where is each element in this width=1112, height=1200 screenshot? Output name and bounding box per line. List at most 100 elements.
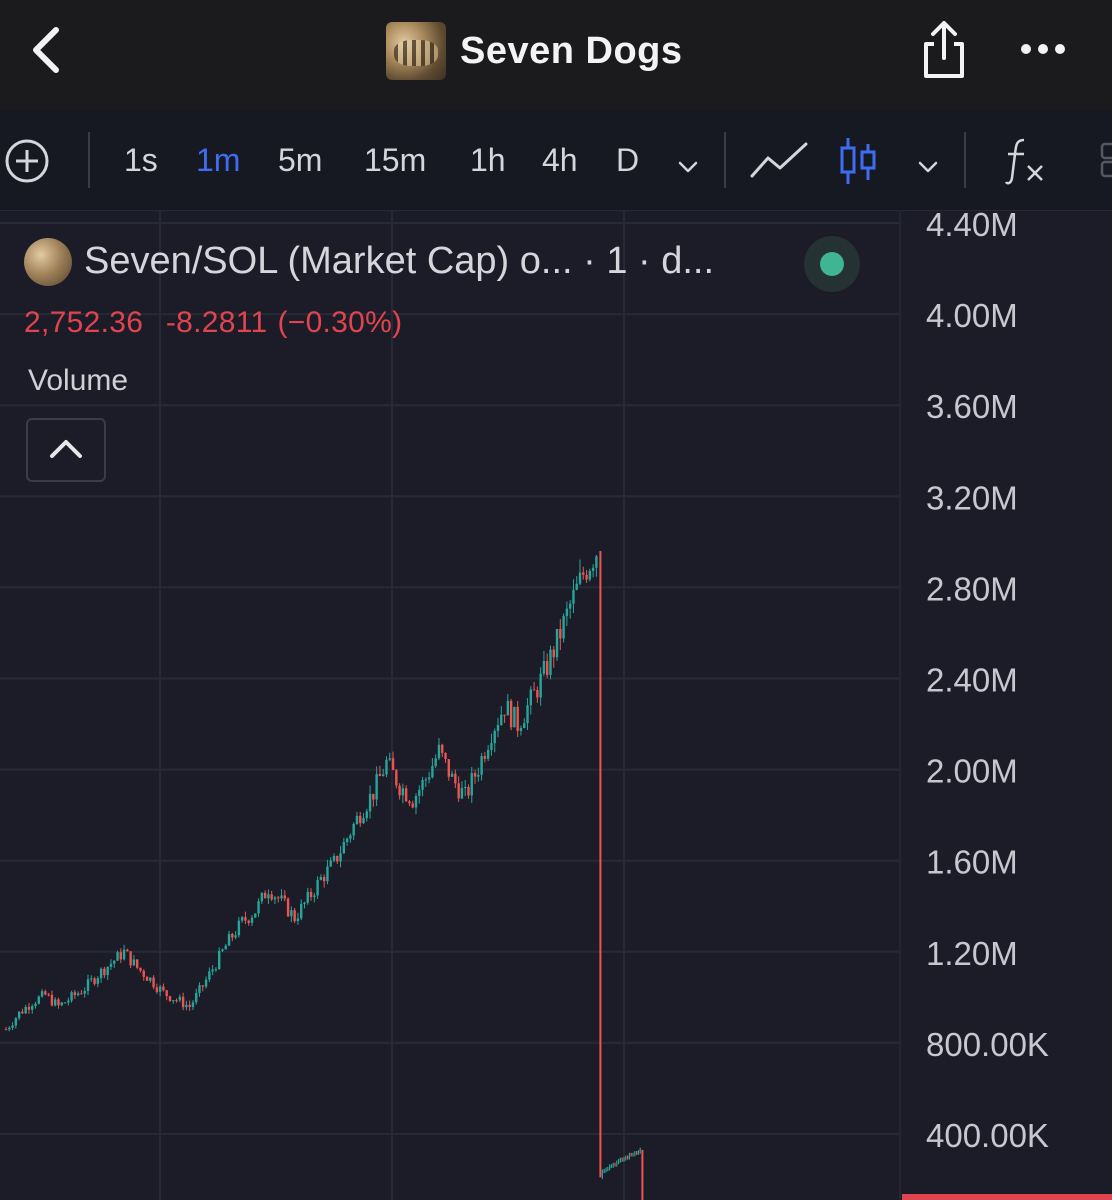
candle-body (240, 917, 244, 921)
candle-body (50, 994, 54, 1006)
candle-body (270, 894, 273, 900)
candle-body (365, 811, 368, 819)
candle-body (234, 935, 237, 938)
line-chart-button[interactable] (750, 140, 810, 180)
candle-body (464, 786, 467, 789)
candle-body (322, 877, 326, 882)
status-dot (820, 252, 844, 276)
candle-body (191, 1002, 195, 1007)
interval-1h[interactable]: 1h (470, 142, 506, 178)
candle-body (73, 992, 77, 996)
interval-dropdown[interactable] (676, 148, 700, 173)
interval-5m[interactable]: 5m (278, 142, 323, 178)
candle-body (296, 918, 300, 922)
candle-body (385, 759, 388, 775)
candle-body (227, 933, 231, 946)
interval-d[interactable]: D (616, 142, 640, 178)
candle-body (188, 1004, 191, 1007)
candle-body (250, 917, 254, 923)
candle-body (155, 987, 159, 992)
interval-15m[interactable]: 15m (364, 142, 427, 178)
y-tick-label: 1.20M (926, 935, 1018, 972)
candle-body (306, 891, 309, 903)
candle-body (109, 963, 113, 967)
candle-body (447, 759, 450, 777)
candle-body (460, 788, 464, 799)
back-button[interactable] (26, 24, 72, 76)
candle-body (536, 690, 539, 698)
candle-body (404, 788, 408, 802)
candle-body (280, 895, 283, 899)
candle-body (401, 788, 405, 796)
candle-body (414, 795, 418, 808)
candle-body (145, 976, 149, 981)
add-button[interactable] (4, 138, 50, 183)
candle-body (93, 978, 96, 984)
candle-body (273, 897, 277, 900)
collapse-legend-button[interactable] (26, 418, 106, 482)
candle-body (454, 773, 457, 784)
chart-canvas[interactable]: 4.40M 4.00M 3.60M 3.20M 2.80M 2.40M 2.00M 1.60M… (0, 210, 1112, 1200)
line-chart-icon (750, 142, 808, 178)
candle-body (408, 801, 411, 804)
candle-body (319, 877, 323, 880)
candle-body (172, 1000, 175, 1002)
toolbar-overflow-item[interactable] (1098, 140, 1112, 180)
candle-body (14, 1018, 18, 1026)
price-row: 2,752.36 -8.2811 (−0.30%) (24, 306, 416, 340)
chevron-left-icon (33, 27, 59, 73)
toolbar-divider (724, 132, 726, 188)
candle-body (424, 779, 428, 781)
price-chart[interactable]: 4.40M 4.00M 3.60M 3.20M 2.80M 2.40M 2.00M 1.60M… (0, 210, 1112, 1200)
candle-body (231, 933, 234, 938)
candle-body (4, 1029, 8, 1031)
symbol-title[interactable]: Seven/SOL (Market Cap) o... · 1 · d... (84, 240, 715, 282)
candle-body (434, 758, 437, 766)
candle-body (578, 572, 582, 584)
indicators-button[interactable] (1004, 136, 1048, 186)
candle-body (198, 985, 201, 993)
candle-body (34, 1003, 37, 1007)
candle-body (503, 714, 506, 716)
candle-body (355, 815, 359, 825)
candle-body (316, 879, 319, 896)
interval-4h[interactable]: 4h (542, 142, 578, 178)
candle-body (139, 967, 142, 971)
candlestick-chart-button[interactable] (838, 136, 878, 186)
interval-1s[interactable]: 1s (124, 142, 158, 178)
candle-body (57, 999, 60, 1006)
chart-type-dropdown[interactable] (916, 148, 940, 173)
candle-body (76, 993, 80, 996)
top-nav-bar: Seven Dogs (0, 0, 1112, 110)
more-options-button[interactable] (1018, 34, 1068, 64)
candle-body (470, 773, 473, 796)
candle-body (582, 572, 585, 575)
chevron-down-icon (678, 161, 698, 173)
live-status-indicator[interactable] (804, 236, 860, 292)
candle-body (427, 777, 431, 780)
candle-body (546, 661, 549, 676)
candle-body (326, 866, 329, 882)
share-button[interactable] (918, 18, 970, 80)
candle-body (339, 853, 342, 862)
y-tick-label: 400.00K (926, 1117, 1049, 1154)
y-tick-label: 1.60M (926, 844, 1018, 881)
candle-body (263, 892, 267, 899)
candle-body (96, 978, 100, 984)
candle-body (60, 1002, 63, 1006)
candle-body (549, 649, 552, 676)
candle-body (542, 661, 546, 674)
candle-body (277, 897, 280, 899)
candle-body (24, 1006, 27, 1014)
candle-body (136, 959, 139, 968)
candle-body (568, 603, 572, 609)
candle-body (359, 815, 362, 824)
candle-body (588, 570, 592, 580)
page-title: Seven Dogs (460, 29, 683, 72)
candle-body (450, 773, 454, 777)
token-title-group: Seven Dogs (386, 22, 683, 80)
candle-body (17, 1011, 21, 1019)
candle-body (106, 966, 109, 976)
candle-body (457, 783, 460, 799)
interval-1m[interactable]: 1m (196, 142, 241, 178)
